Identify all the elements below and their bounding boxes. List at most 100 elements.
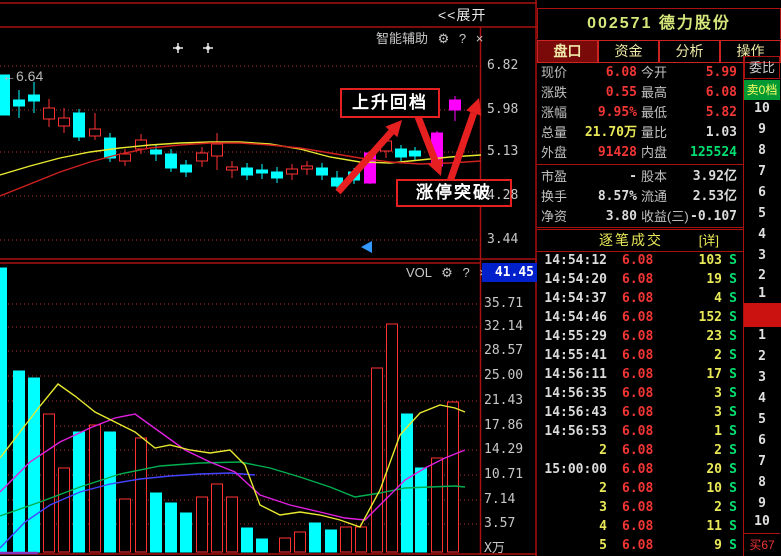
axis-tick-label: 28.57 [484, 343, 524, 358]
stock-chart-canvas[interactable] [0, 0, 537, 556]
quote-label: 换手 [541, 189, 568, 204]
trade-side: S [729, 538, 737, 553]
gear-icon[interactable]: ⚙ [437, 31, 450, 46]
trade-price: 6.08 [622, 500, 654, 515]
quote-label: 净资 [541, 209, 568, 224]
trade-side: S [729, 348, 737, 363]
axis-tick-label: 14.29 [484, 442, 524, 457]
trade-side: S [729, 443, 737, 458]
trade-price: 6.08 [622, 538, 654, 553]
trade-row: 14:55:29 6.08 23 S [537, 327, 743, 346]
trade-time: 4 [599, 519, 607, 534]
trade-price: 6.08 [622, 329, 654, 344]
trade-price: 6.08 [622, 424, 654, 439]
help-icon[interactable]: ? [458, 31, 467, 46]
trade-volume: 2 [714, 500, 722, 515]
quote-row: 市盈 - 股本 3.92亿 [537, 167, 743, 187]
trade-price: 6.08 [622, 272, 654, 287]
gear-icon[interactable]: ⚙ [441, 265, 453, 280]
trade-time: 14:55:29 [544, 329, 607, 344]
trade-volume: 152 [698, 310, 722, 325]
trade-row: 14:54:12 6.08 103 S [537, 251, 743, 270]
tab-0[interactable]: 盘口 [537, 40, 598, 63]
tab-1[interactable]: 资金 [598, 40, 659, 63]
detail-link[interactable]: [详] [698, 233, 719, 248]
quote-label: 今开 [641, 65, 668, 80]
trade-price: 6.08 [622, 519, 654, 534]
trade-side: S [729, 367, 737, 382]
trade-volume: 3 [714, 386, 722, 401]
sell-level-8: 8 [758, 143, 766, 158]
trade-volume: 17 [706, 367, 722, 382]
sell-level-4: 4 [758, 227, 766, 242]
axis-tick-label: 3.57 [484, 516, 516, 531]
trade-price: 6.08 [622, 481, 654, 496]
trade-price: 6.08 [622, 405, 654, 420]
buy-level-7: 7 [758, 454, 766, 469]
trade-side: S [729, 481, 737, 496]
quote-value: 0.55 [605, 85, 637, 100]
trade-volume: 9 [714, 538, 722, 553]
trade-time: 5 [599, 538, 607, 553]
quote-value: 21.70万 [584, 125, 637, 140]
trade-volume: 2 [714, 348, 722, 363]
trade-price: 6.08 [622, 386, 654, 401]
quote-value: 1.03 [705, 125, 737, 140]
trade-side: S [729, 310, 737, 325]
sell-levels-label: 卖0档 [744, 80, 780, 100]
trade-row: 14:56:11 6.08 17 S [537, 365, 743, 384]
buy-level-5: 5 [758, 412, 766, 427]
trade-volume: 2 [714, 443, 722, 458]
buy-level-1: 1 [758, 328, 766, 343]
sell-level-2: 2 [758, 268, 766, 283]
trade-time: 14:56:35 [544, 386, 607, 401]
quote-label: 股本 [641, 169, 668, 184]
trade-time: 14:56:11 [544, 367, 607, 382]
trade-volume: 4 [714, 291, 722, 306]
quote-row: 涨跌 0.55 最高 6.08 [537, 83, 743, 103]
buy-level-3: 3 [758, 370, 766, 385]
quote-value: 8.57% [597, 189, 637, 204]
trade-row: 2 6.08 2 S [537, 441, 743, 460]
close-icon[interactable]: × [475, 31, 484, 46]
vol-pane-header: VOL ⚙ ? × [406, 265, 487, 281]
trade-row: 3 6.08 2 S [537, 498, 743, 517]
trade-side: S [729, 329, 737, 344]
trade-time: 14:54:20 [544, 272, 607, 287]
quote-value: 5.99 [705, 65, 737, 80]
collapse-expand-button[interactable]: <<展开 [438, 7, 487, 23]
trade-row: 14:54:20 6.08 19 S [537, 270, 743, 289]
help-icon[interactable]: ? [462, 265, 470, 280]
trade-row: 14:55:41 6.08 2 S [537, 346, 743, 365]
trade-time: 15:00:00 [544, 462, 607, 477]
trade-price: 6.08 [622, 443, 654, 458]
axis-tick-label: 6.82 [487, 58, 519, 73]
sell-level-10: 10 [754, 101, 770, 116]
divider [537, 227, 743, 228]
quote-value: 3.92亿 [692, 169, 737, 184]
quote-row: 涨幅 9.95% 最低 5.82 [537, 103, 743, 123]
quote-label: 现价 [541, 65, 568, 80]
quote-label: 内盘 [641, 145, 668, 160]
trade-time: 2 [599, 443, 607, 458]
trade-side: S [729, 500, 737, 515]
trade-row: 4 6.08 11 S [537, 517, 743, 536]
trade-side: S [729, 272, 737, 287]
trade-price: 6.08 [622, 253, 654, 268]
quote-label: 最低 [641, 105, 668, 120]
sell-level-7: 7 [758, 164, 766, 179]
axis-tick-label: 5.13 [487, 144, 519, 159]
quote-grid: 现价 6.08 今开 5.99 涨跌 0.55 最高 6.08 涨幅 9.95% 最低 5.82 总量 2… [537, 63, 743, 224]
trade-volume: 1 [714, 424, 722, 439]
trade-volume: 10 [706, 481, 722, 496]
quote-label: 最高 [641, 85, 668, 100]
trade-row: 5 6.08 9 S [537, 536, 743, 555]
quote-label: 涨幅 [541, 105, 568, 120]
trade-row: 14:54:46 6.08 152 S [537, 308, 743, 327]
quote-value: -0.107 [690, 209, 737, 224]
price-marker-label: ←6.64 [2, 68, 44, 84]
trade-volume: 23 [706, 329, 722, 344]
axis-tick-label: 21.43 [484, 393, 524, 408]
tab-2[interactable]: 分析 [659, 40, 720, 63]
trade-row: 14:54:37 6.08 4 S [537, 289, 743, 308]
